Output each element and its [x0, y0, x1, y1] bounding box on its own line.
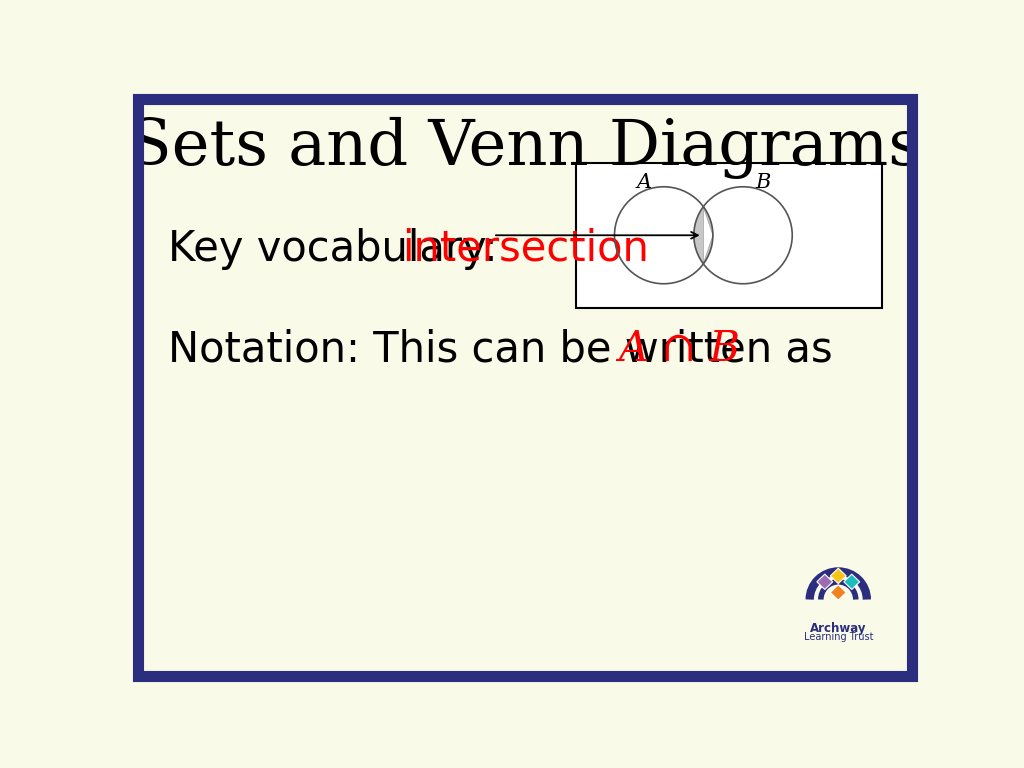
- Polygon shape: [844, 574, 860, 590]
- Text: Key vocabulary:: Key vocabulary:: [168, 228, 511, 270]
- Bar: [577, 163, 882, 308]
- Text: A: A: [636, 173, 651, 191]
- Polygon shape: [694, 207, 713, 264]
- Text: Learning Trust: Learning Trust: [804, 632, 873, 642]
- Text: Sets and Venn Diagrams: Sets and Venn Diagrams: [128, 118, 922, 180]
- Polygon shape: [830, 584, 846, 600]
- Text: A ∩ B: A ∩ B: [618, 329, 740, 370]
- Polygon shape: [817, 574, 833, 590]
- Polygon shape: [830, 568, 846, 584]
- Text: B: B: [755, 173, 771, 191]
- Text: intersection: intersection: [401, 228, 648, 270]
- Text: Archway: Archway: [810, 622, 866, 635]
- Text: Notation: This can be written as: Notation: This can be written as: [168, 329, 846, 370]
